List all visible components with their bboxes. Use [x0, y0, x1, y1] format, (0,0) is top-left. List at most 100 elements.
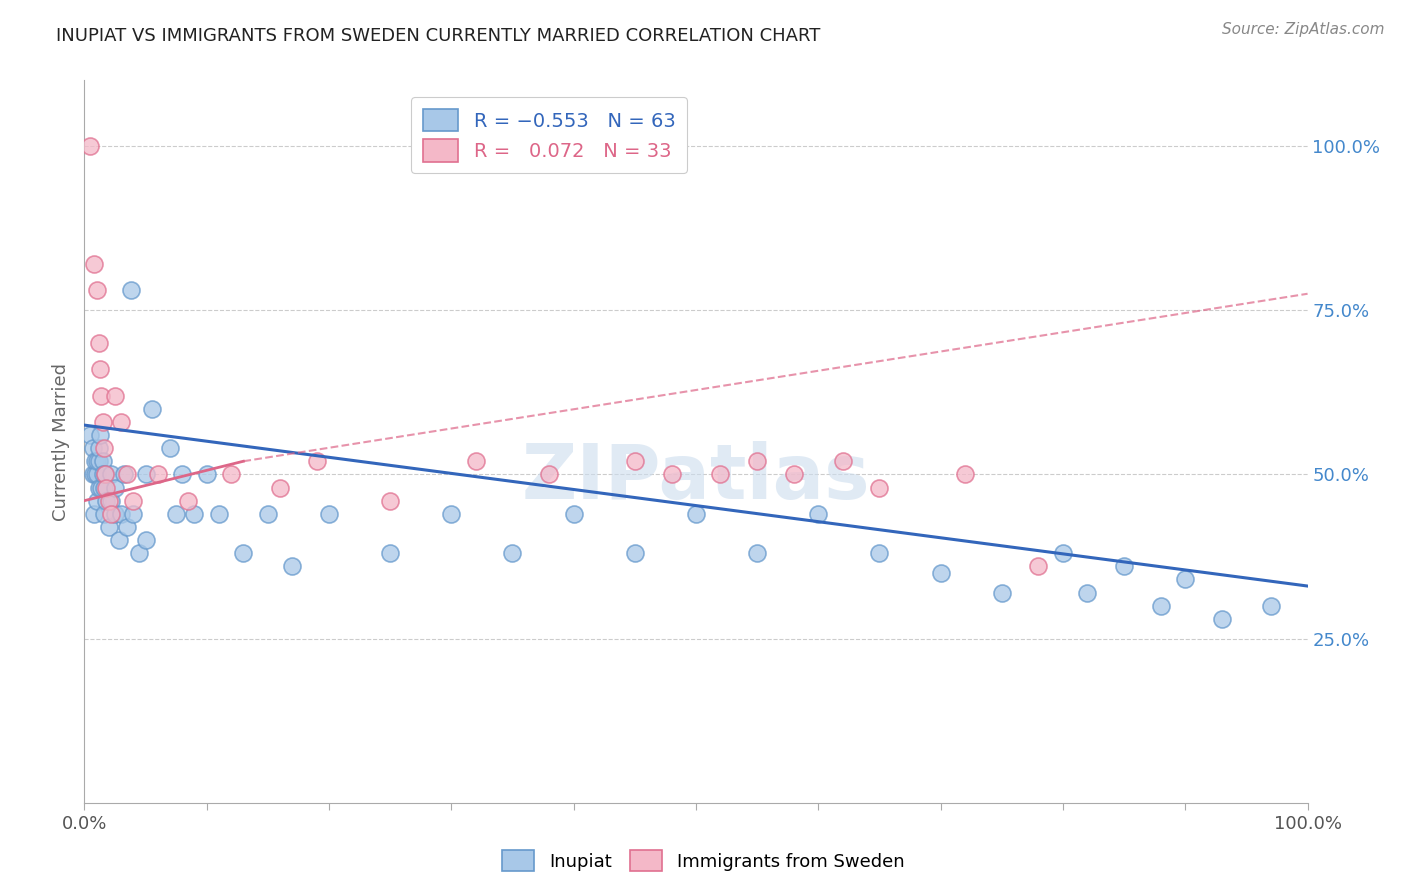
Point	[83, 257, 105, 271]
Point	[104, 388, 127, 402]
Point	[84, 454, 107, 468]
Point	[110, 507, 132, 521]
Text: INUPIAT VS IMMIGRANTS FROM SWEDEN CURRENTLY MARRIED CORRELATION CHART: INUPIAT VS IMMIGRANTS FROM SWEDEN CURREN…	[56, 27, 821, 45]
Point	[87, 454, 110, 468]
Point	[464, 454, 486, 468]
Point	[318, 507, 340, 521]
Point	[1028, 559, 1050, 574]
Point	[93, 441, 115, 455]
Point	[783, 467, 806, 482]
Point	[91, 415, 114, 429]
Point	[79, 139, 101, 153]
Point	[112, 467, 135, 482]
Point	[86, 493, 108, 508]
Point	[82, 441, 104, 455]
Point	[122, 493, 145, 508]
Point	[538, 467, 561, 482]
Point	[86, 454, 108, 468]
Point	[177, 493, 200, 508]
Point	[87, 336, 110, 351]
Point	[97, 520, 120, 534]
Text: ZIPatlas: ZIPatlas	[522, 441, 870, 515]
Point	[305, 454, 328, 468]
Point	[83, 507, 105, 521]
Point	[195, 467, 218, 482]
Point	[747, 454, 769, 468]
Point	[269, 481, 291, 495]
Point	[93, 507, 115, 521]
Point	[122, 507, 145, 521]
Point	[115, 467, 138, 482]
Point	[661, 467, 683, 482]
Point	[502, 546, 524, 560]
Point	[807, 507, 830, 521]
Point	[709, 467, 731, 482]
Point	[165, 507, 187, 521]
Text: Source: ZipAtlas.com: Source: ZipAtlas.com	[1222, 22, 1385, 37]
Point	[159, 441, 181, 455]
Point	[100, 467, 122, 482]
Point	[208, 507, 231, 521]
Point	[141, 401, 163, 416]
Point	[624, 546, 647, 560]
Point	[135, 533, 157, 547]
Point	[84, 467, 107, 482]
Point	[90, 388, 112, 402]
Point	[1076, 585, 1098, 599]
Point	[96, 481, 118, 495]
Point	[104, 507, 127, 521]
Point	[440, 507, 463, 521]
Point	[1150, 599, 1173, 613]
Point	[86, 284, 108, 298]
Point	[91, 454, 114, 468]
Point	[929, 566, 952, 580]
Point	[115, 520, 138, 534]
Point	[562, 507, 585, 521]
Point	[135, 467, 157, 482]
Point	[97, 493, 120, 508]
Point	[747, 546, 769, 560]
Point	[380, 493, 402, 508]
Point	[94, 467, 117, 482]
Point	[91, 467, 114, 482]
Point	[100, 493, 122, 508]
Point	[1211, 612, 1233, 626]
Point	[87, 441, 110, 455]
Point	[953, 467, 976, 482]
Legend: R = −0.553   N = 63, R =   0.072   N = 33: R = −0.553 N = 63, R = 0.072 N = 33	[412, 97, 688, 173]
Point	[89, 362, 111, 376]
Legend: Inupiat, Immigrants from Sweden: Inupiat, Immigrants from Sweden	[495, 843, 911, 879]
Point	[89, 428, 111, 442]
Point	[110, 415, 132, 429]
Point	[1114, 559, 1136, 574]
Point	[120, 284, 142, 298]
Point	[90, 481, 112, 495]
Point	[624, 454, 647, 468]
Point	[79, 428, 101, 442]
Point	[232, 546, 254, 560]
Point	[219, 467, 242, 482]
Point	[96, 493, 118, 508]
Point	[107, 533, 129, 547]
Point	[1052, 546, 1074, 560]
Point	[128, 546, 150, 560]
Point	[685, 507, 707, 521]
Point	[869, 481, 891, 495]
Point	[831, 454, 853, 468]
Point	[104, 481, 127, 495]
Point	[1260, 599, 1282, 613]
Point	[82, 467, 104, 482]
Point	[86, 467, 108, 482]
Point	[869, 546, 891, 560]
Point	[87, 481, 110, 495]
Point	[94, 467, 117, 482]
Point	[380, 546, 402, 560]
Point	[100, 507, 122, 521]
Point	[257, 507, 280, 521]
Point	[146, 467, 169, 482]
Point	[991, 585, 1014, 599]
Point	[172, 467, 194, 482]
Point	[93, 481, 115, 495]
Y-axis label: Currently Married: Currently Married	[52, 362, 70, 521]
Point	[281, 559, 304, 574]
